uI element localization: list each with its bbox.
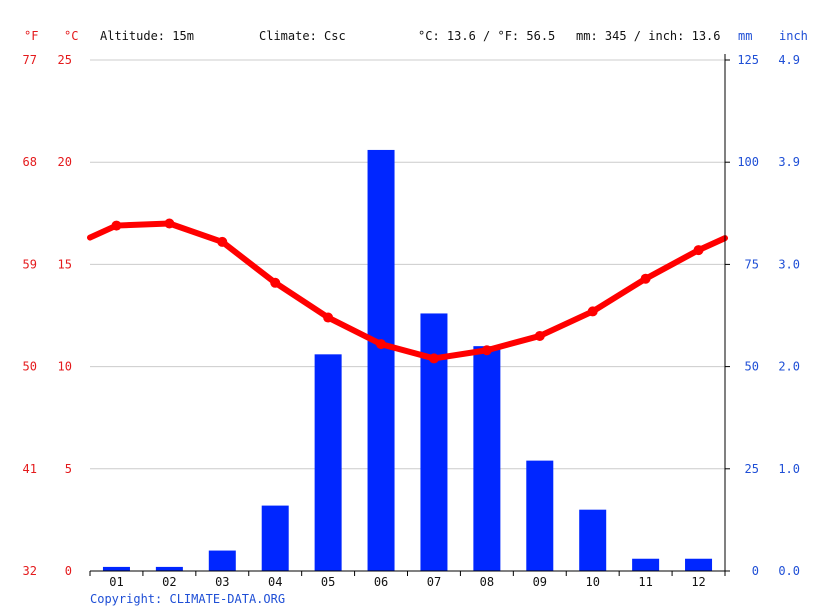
grid-lines bbox=[90, 59, 725, 470]
temperature-point bbox=[481, 345, 492, 356]
unit-inch-label: inch bbox=[779, 29, 808, 43]
c-tick-label: 10 bbox=[58, 360, 72, 374]
f-tick-label: 68 bbox=[23, 155, 37, 169]
temperature-point bbox=[693, 245, 704, 256]
unit-fahrenheit-label: °F bbox=[24, 29, 38, 43]
precipitation-bars bbox=[102, 149, 713, 571]
inch-tick-label: 4.9 bbox=[778, 53, 800, 67]
temperature-point bbox=[587, 306, 598, 317]
inch-tick-label: 3.0 bbox=[778, 257, 800, 271]
precipitation-bar bbox=[632, 558, 660, 571]
mm-tick-label: 75 bbox=[745, 257, 759, 271]
inch-tick-label: 2.0 bbox=[778, 360, 800, 374]
temperature-average-label: °C: 13.6 / °F: 56.5 bbox=[418, 29, 555, 43]
month-tick-label: 12 bbox=[691, 575, 705, 589]
precipitation-bar bbox=[685, 558, 713, 571]
temperature-series-line bbox=[87, 220, 728, 362]
mm-tick-label: 50 bbox=[745, 360, 759, 374]
temperature-point bbox=[640, 273, 651, 284]
temperature-line bbox=[87, 218, 728, 364]
temperature-point bbox=[376, 339, 387, 350]
precipitation-bar bbox=[208, 550, 236, 571]
month-tick-label: 04 bbox=[268, 575, 282, 589]
mm-tick-label: 0 bbox=[752, 564, 759, 578]
inch-tick-label: 3.9 bbox=[778, 155, 800, 169]
precipitation-bar bbox=[102, 566, 130, 571]
copyright-link[interactable]: Copyright: CLIMATE-DATA.ORG bbox=[90, 592, 285, 606]
month-tick-label: 09 bbox=[533, 575, 547, 589]
inch-tick-label: 0.0 bbox=[778, 564, 800, 578]
inch-tick-label: 1.0 bbox=[778, 462, 800, 476]
month-tick-label: 05 bbox=[321, 575, 335, 589]
f-tick-label: 59 bbox=[23, 257, 37, 271]
f-tick-label: 77 bbox=[23, 53, 37, 67]
precipitation-total-label: mm: 345 / inch: 13.6 bbox=[576, 29, 721, 43]
month-tick-label: 03 bbox=[215, 575, 229, 589]
c-tick-label: 25 bbox=[58, 53, 72, 67]
c-tick-label: 5 bbox=[65, 462, 72, 476]
mm-tick-label: 25 bbox=[745, 462, 759, 476]
month-tick-label: 02 bbox=[162, 575, 176, 589]
temperature-point bbox=[217, 236, 228, 247]
temperature-point bbox=[428, 353, 439, 364]
f-tick-label: 32 bbox=[23, 564, 37, 578]
temperature-point bbox=[323, 312, 334, 323]
precipitation-bar bbox=[579, 509, 607, 571]
c-tick-label: 20 bbox=[58, 155, 72, 169]
mm-tick-label: 125 bbox=[737, 53, 759, 67]
precipitation-bar bbox=[367, 149, 395, 571]
unit-mm-label: mm bbox=[738, 29, 752, 43]
precipitation-bar bbox=[314, 354, 342, 571]
temperature-point bbox=[534, 330, 545, 341]
month-tick-label: 08 bbox=[480, 575, 494, 589]
c-tick-label: 0 bbox=[65, 564, 72, 578]
f-tick-label: 41 bbox=[23, 462, 37, 476]
temperature-point bbox=[270, 277, 281, 288]
mm-tick-label: 100 bbox=[737, 155, 759, 169]
altitude-label: Altitude: 15m bbox=[100, 29, 194, 43]
climate-label: Climate: Csc bbox=[259, 29, 346, 43]
month-tick-label: 10 bbox=[585, 575, 599, 589]
month-tick-label: 01 bbox=[109, 575, 123, 589]
axes: 32 0 0 0.041 5 25 1.050 10 50 2.059 15 75 3.068 20 100… bbox=[23, 53, 800, 589]
precipitation-bar bbox=[155, 566, 183, 571]
c-tick-label: 15 bbox=[58, 257, 72, 271]
temperature-point bbox=[164, 218, 175, 229]
precipitation-bar bbox=[261, 505, 289, 571]
month-tick-label: 07 bbox=[427, 575, 441, 589]
precipitation-bar bbox=[473, 346, 501, 571]
month-tick-label: 11 bbox=[638, 575, 652, 589]
precipitation-bar bbox=[526, 460, 554, 571]
f-tick-label: 50 bbox=[23, 360, 37, 374]
unit-celsius-label: °C bbox=[64, 29, 78, 43]
precipitation-bar bbox=[420, 313, 448, 571]
month-tick-label: 06 bbox=[374, 575, 388, 589]
temperature-point bbox=[111, 220, 122, 231]
